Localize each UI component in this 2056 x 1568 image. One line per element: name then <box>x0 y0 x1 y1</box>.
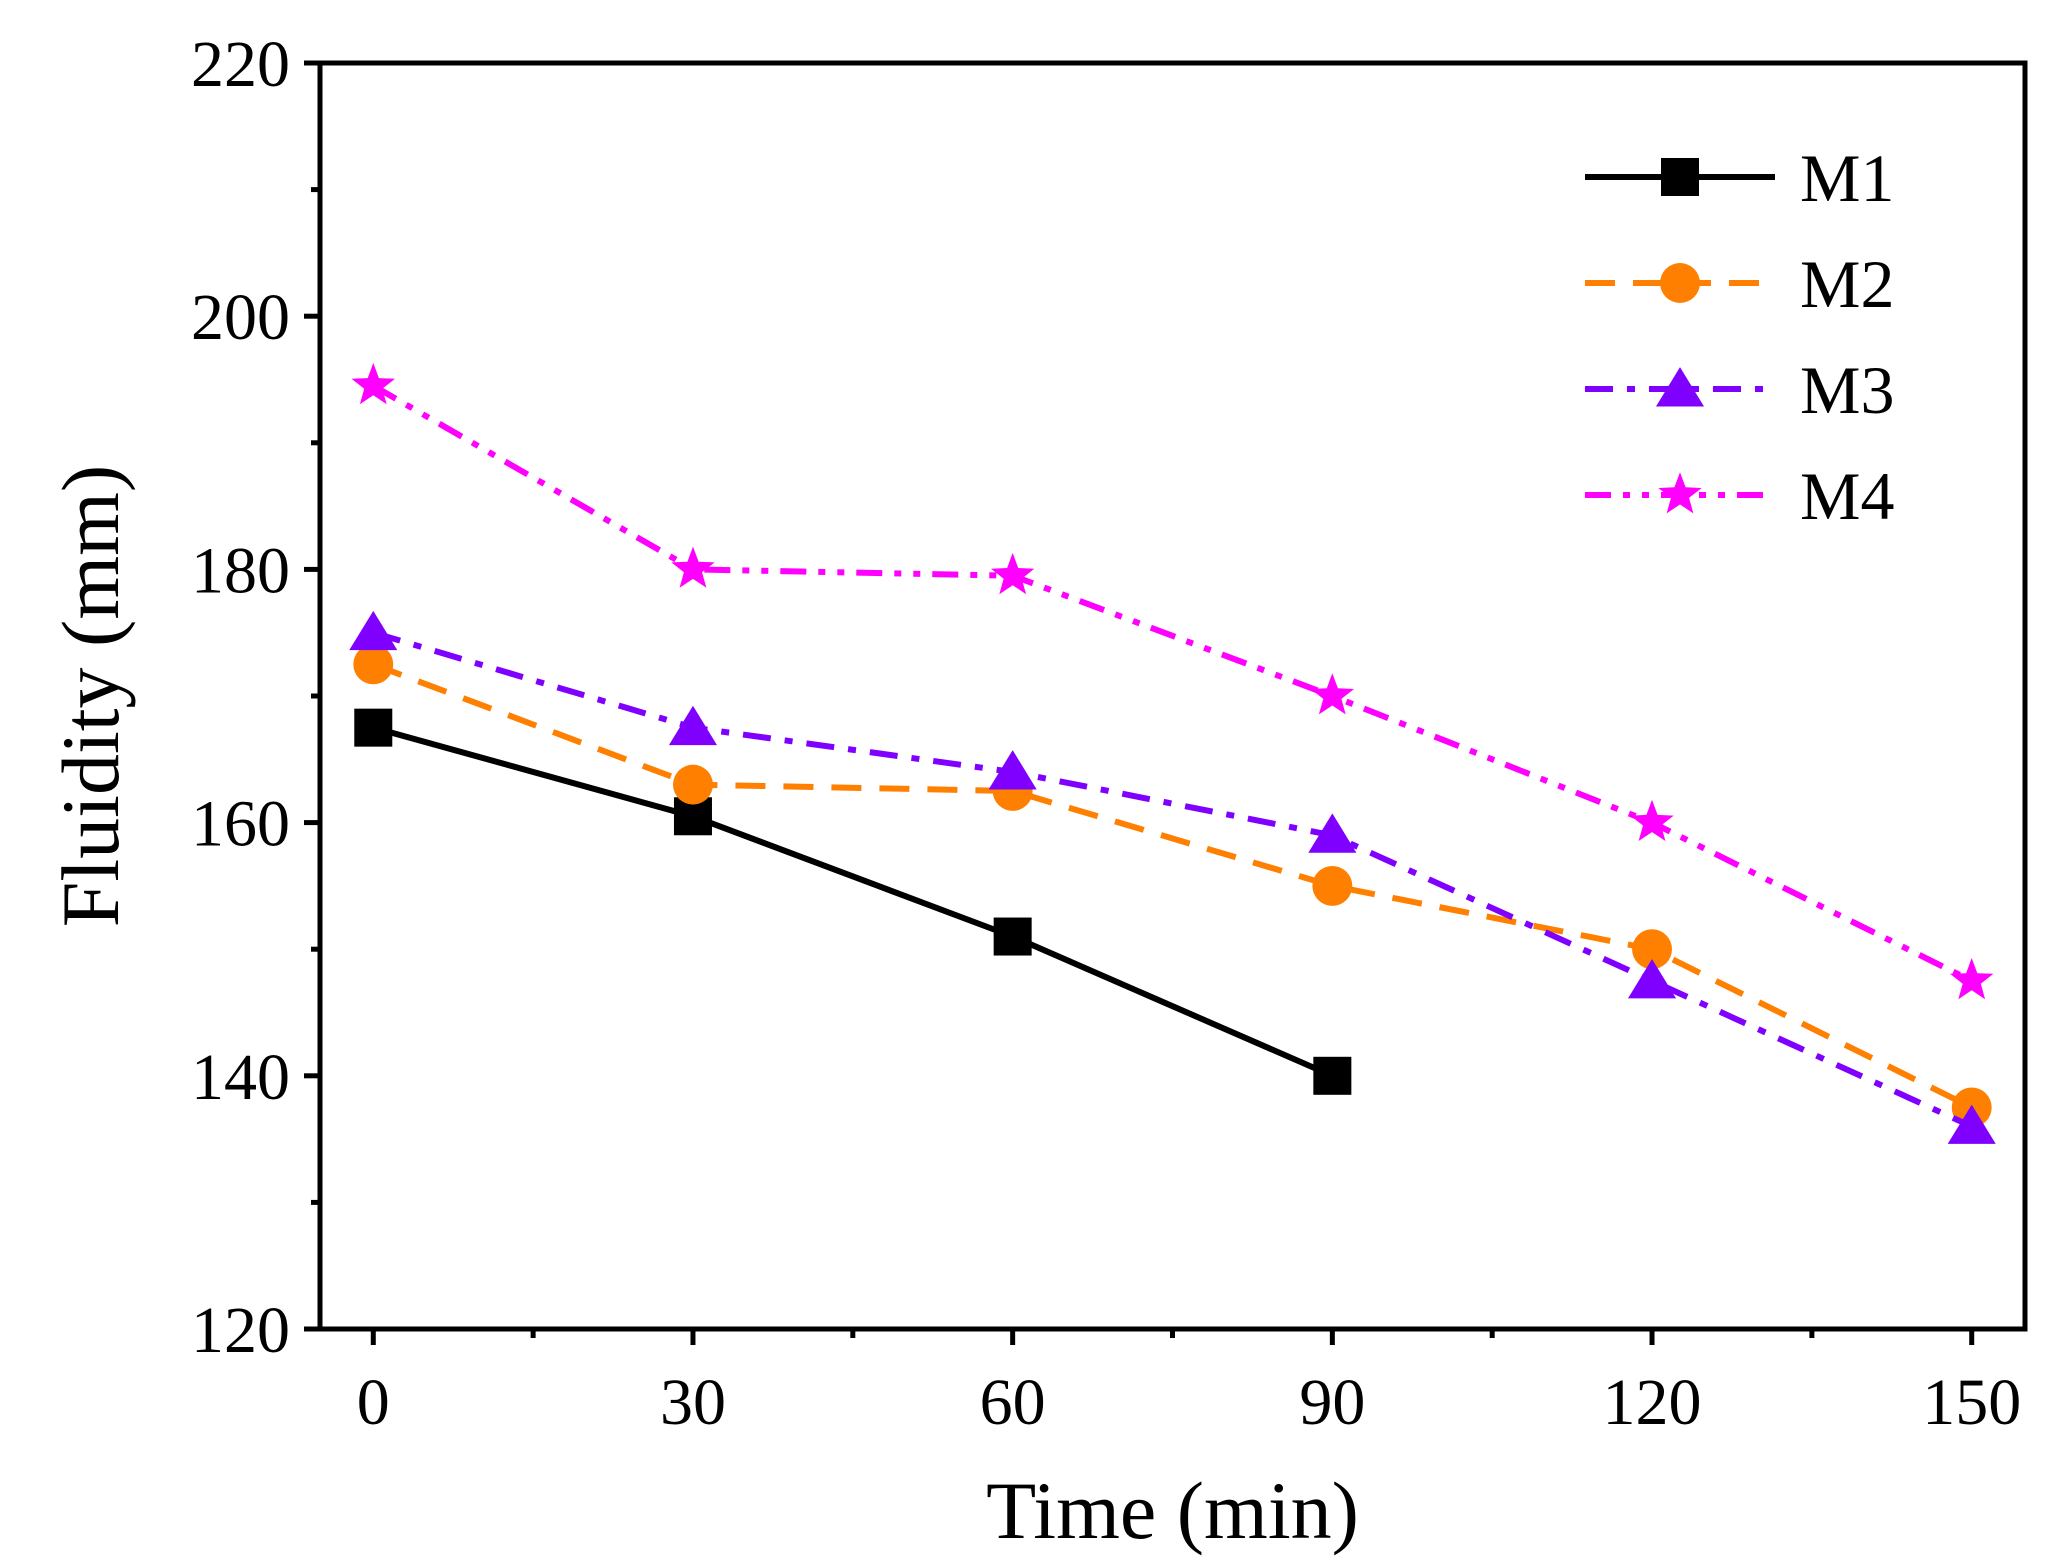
data-point-m4 <box>671 546 715 588</box>
data-point-m2 <box>1312 865 1353 906</box>
data-point-m2 <box>673 764 713 805</box>
data-point-m3 <box>1627 959 1677 999</box>
series-m4 <box>351 363 1994 1000</box>
legend-marker-m1 <box>1661 158 1699 196</box>
data-point-m1 <box>993 917 1032 956</box>
data-point-m3 <box>668 705 718 746</box>
data-point-m2 <box>1632 929 1672 970</box>
y-tick-label: 200 <box>191 281 290 354</box>
series-m2 <box>353 644 1992 1128</box>
y-tick-label: 140 <box>191 1041 290 1114</box>
x-tick-label: 150 <box>1922 1366 2021 1439</box>
series-line-m2 <box>372 661 1974 1111</box>
legend-label-m3: M3 <box>1800 352 1894 428</box>
data-point-m3 <box>988 750 1037 790</box>
data-point-m1 <box>1313 1056 1352 1095</box>
series-m3 <box>349 610 1996 1144</box>
y-tick-label: 160 <box>191 788 290 861</box>
x-tick-label: 90 <box>1299 1366 1365 1439</box>
data-point-m3 <box>1947 1104 1996 1144</box>
data-point-m4 <box>1950 958 1994 1000</box>
y-tick-label: 120 <box>191 1294 290 1367</box>
legend-entry-m2: M2 <box>1585 246 1894 322</box>
data-point-m3 <box>349 610 398 651</box>
axes: 0 30 60 90 120 150 120 140 160 180 200 220 <box>191 28 2028 1439</box>
series-line-m4 <box>371 383 1974 984</box>
legend-marker-m2 <box>1660 263 1700 303</box>
legend-marker-m4 <box>1658 472 1702 514</box>
x-axis-title: Time (min) <box>986 1465 1359 1556</box>
series-m1 <box>354 708 1352 1095</box>
legend-entry-m4: M4 <box>1585 458 1894 534</box>
plot-frame <box>317 60 2028 1332</box>
series-line-m1 <box>372 724 1334 1079</box>
legend-label-m4: M4 <box>1800 458 1894 534</box>
data-point-m4 <box>1630 799 1674 841</box>
x-tick-label: 0 <box>357 1366 390 1439</box>
data-point-m2 <box>353 644 394 685</box>
series-line-m3 <box>372 629 1973 1130</box>
legend-entry-m1: M1 <box>1585 140 1894 216</box>
data-point-m4 <box>991 552 1035 595</box>
legend: M1 M2 M3 M4 <box>1585 140 1894 534</box>
legend-label-m1: M1 <box>1800 140 1894 216</box>
legend-label-m2: M2 <box>1800 246 1894 322</box>
y-axis-title: Fluidity (mm) <box>45 465 136 927</box>
x-tick-label: 120 <box>1603 1366 1702 1439</box>
data-point-m1 <box>354 708 393 747</box>
legend-marker-m3 <box>1655 367 1705 407</box>
y-tick-label: 180 <box>191 534 290 607</box>
y-tick-label: 220 <box>191 28 290 101</box>
x-tick-label: 60 <box>980 1366 1046 1439</box>
data-point-m4 <box>351 363 395 405</box>
plot-area <box>349 363 1996 1144</box>
legend-entry-m3: M3 <box>1585 352 1894 428</box>
data-point-m3 <box>1308 813 1357 853</box>
data-point-m4 <box>1310 673 1354 715</box>
x-tick-label: 30 <box>660 1366 726 1439</box>
